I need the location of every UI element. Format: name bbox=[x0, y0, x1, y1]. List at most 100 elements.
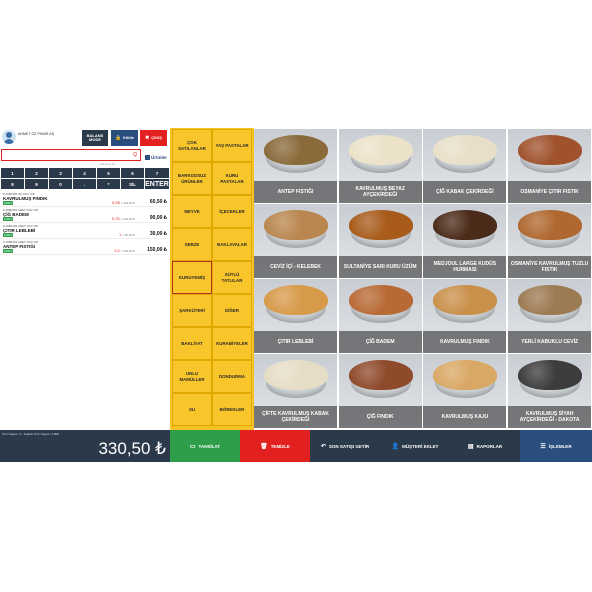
discount-badge: İndirim bbox=[3, 249, 14, 253]
exit-button[interactable]: ✖ ÇIKIŞ bbox=[140, 130, 167, 146]
total-amount: 330,50 ₺ bbox=[98, 439, 166, 458]
key-4[interactable]: 4 bbox=[73, 168, 96, 178]
key-2[interactable]: 2 bbox=[25, 168, 48, 178]
item-name: KAVRULMUŞ FINDIK bbox=[3, 196, 48, 201]
avatar bbox=[2, 130, 16, 144]
list-item[interactable]: # 2980404 ADET KDV %8 ÇITIR LEBLEBİ İndi… bbox=[1, 223, 169, 239]
key-dot[interactable]: . bbox=[73, 179, 96, 189]
category-yas-pastalar[interactable]: YAŞ PASTALAR bbox=[212, 129, 252, 162]
product-tile[interactable]: SULTANİYE SARI KURU ÜZÜM bbox=[338, 204, 422, 278]
product-label: ÇİĞ BADEM bbox=[338, 331, 422, 353]
item-name: ANTEP FISTIĞI bbox=[3, 244, 36, 249]
list-item[interactable]: # 2980405 KG KDV %8 KAVRULMUŞ FINDIK İnd… bbox=[1, 191, 169, 207]
product-fill bbox=[433, 360, 498, 390]
product-tile[interactable]: OSMANİYE ÇITIR FISTIK bbox=[508, 129, 592, 203]
balance-mode-button[interactable]: BALANS MODE bbox=[82, 130, 108, 146]
key-9[interactable]: 9 bbox=[25, 179, 48, 189]
total-info: Ürün Sayısı: 4 - Toplam Ürün Sayısı: 3,8… bbox=[2, 432, 59, 436]
category-bakliyat[interactable]: BAKLİYAT bbox=[172, 327, 212, 360]
product-label: OSMANİYE KAVRULMUŞ TUZLU FISTIK bbox=[508, 256, 592, 278]
key-0[interactable]: 0 bbox=[49, 179, 72, 189]
product-tile[interactable]: MEDJOUL LARGE KUDÜS HURMASI bbox=[423, 204, 507, 278]
category-kurabiyeler[interactable]: KURABİYELER bbox=[212, 327, 252, 360]
tahsilat-button[interactable]: ▭ TAHSİLAT bbox=[170, 430, 240, 462]
product-tile[interactable]: KAVRULMUŞ KAJU bbox=[423, 354, 507, 428]
product-label: MEDJOUL LARGE KUDÜS HURMASI bbox=[423, 256, 507, 278]
category-meyve[interactable]: MEYVE bbox=[172, 195, 212, 228]
category-kuru-pastalar[interactable]: KURU PASTALAR bbox=[212, 162, 252, 195]
product-fill bbox=[518, 285, 583, 315]
islemler-button[interactable]: ☰ İŞLEMLER bbox=[520, 430, 592, 462]
category-sutlu-tatlilar[interactable]: SÜTLÜ TATLILAR bbox=[212, 261, 252, 294]
product-fill bbox=[433, 285, 498, 315]
category-borekler[interactable]: BÖREKLER bbox=[212, 393, 252, 426]
product-tile[interactable]: KAVRULMUŞ FINDIK bbox=[423, 279, 507, 353]
category-icecekler[interactable]: İÇECEKLER bbox=[212, 195, 252, 228]
chart-icon: ▤ bbox=[467, 443, 474, 450]
product-label: YERLİ KABUKLU CEVİZ bbox=[508, 331, 592, 353]
product-tile[interactable]: CEVİZ İÇİ - KELEBEK bbox=[254, 204, 337, 278]
key-enter[interactable]: ENTER bbox=[145, 179, 169, 189]
musteri-eklet-button[interactable]: 👤 MÜŞTERİ EKLET bbox=[380, 430, 450, 462]
product-tile[interactable]: OSMANİYE KAVRULMUŞ TUZLU FISTIK bbox=[508, 204, 592, 278]
temizle-button[interactable]: 🗑 TEMİZLE bbox=[240, 430, 310, 462]
key-1[interactable]: 1 bbox=[1, 168, 24, 178]
category-sebze[interactable]: SEBZE bbox=[172, 228, 212, 261]
product-tile[interactable]: KAVRULMUŞ BEYAZ AYÇEKİRDEĞİ bbox=[338, 129, 422, 203]
product-tile[interactable]: ÇİFTE KAVRULMUŞ KABAK ÇEKİRDEĞİ bbox=[254, 354, 337, 428]
key-8[interactable]: 8 bbox=[1, 179, 24, 189]
category-dondurma[interactable]: DONDURMA bbox=[212, 360, 252, 393]
product-label: KAVRULMUŞ FINDIK bbox=[423, 331, 507, 353]
cart-list: # 2980405 KG KDV %8 KAVRULMUŞ FINDIK İnd… bbox=[1, 191, 169, 255]
product-tile[interactable]: ÇITIR LEBLEBİ bbox=[254, 279, 337, 353]
key-6[interactable]: 6 bbox=[121, 168, 144, 178]
product-label: ÇITIR LEBLEBİ bbox=[254, 331, 337, 353]
product-tile[interactable]: ANTEP FISTIĞI bbox=[254, 129, 337, 203]
search-input[interactable]: Q bbox=[1, 149, 141, 161]
category-su[interactable]: SU bbox=[172, 393, 212, 426]
category-unlu-mamuller[interactable]: UNLU MAMÜLLER bbox=[172, 360, 212, 393]
category-panel: ÇOK SATILANLAR YAŞ PASTALAR BARKODSUZ ÜR… bbox=[170, 128, 254, 430]
product-fill bbox=[518, 210, 583, 240]
products-button[interactable]: Ürünler bbox=[143, 149, 169, 165]
lock-button[interactable]: 🔒 Kilitle bbox=[111, 130, 138, 146]
category-kuruyemis[interactable]: KURUYEMİŞ bbox=[172, 261, 212, 294]
discount-badge: İndirim bbox=[3, 217, 14, 221]
discount-badge: İndirim bbox=[3, 233, 14, 237]
product-tile[interactable]: ÇİĞ BADEM bbox=[338, 279, 422, 353]
pos-app: AHMET ÖZ PINAR AŞ BALANS MODE 🔒 Kilitle ✖… bbox=[0, 128, 592, 462]
user-icon: 👤 bbox=[391, 443, 400, 450]
key-delete[interactable]: SİL bbox=[121, 179, 144, 189]
key-7[interactable]: 7 bbox=[145, 168, 169, 178]
key-5[interactable]: 5 bbox=[97, 168, 120, 178]
product-label: SULTANİYE SARI KURU ÜZÜM bbox=[338, 256, 422, 278]
product-tile[interactable]: ÇİĞ KABAK ÇEKİRDEĞİ bbox=[423, 129, 507, 203]
keyboard-hint[interactable]: Klavyeyi Aç bbox=[100, 162, 116, 166]
lock-icon: 🔒 bbox=[114, 134, 122, 141]
product-fill bbox=[518, 135, 583, 165]
item-meta: # 2980405 KG KDV %8 bbox=[3, 192, 35, 196]
category-cok-satilanlar[interactable]: ÇOK SATILANLAR bbox=[172, 129, 212, 162]
raporlar-button[interactable]: ▤ RAPORLAR bbox=[450, 430, 520, 462]
product-fill bbox=[264, 285, 328, 315]
key-3[interactable]: 3 bbox=[49, 168, 72, 178]
product-tile[interactable]: YERLİ KABUKLU CEVİZ bbox=[508, 279, 592, 353]
product-label: KAVRULMUŞ KAJU bbox=[423, 406, 507, 428]
list-item[interactable]: # 2980401 ADET KDV %8 ANTEP FISTIĞI İndi… bbox=[1, 239, 169, 255]
category-baklavalar[interactable]: BAKLAVALAR bbox=[212, 228, 252, 261]
product-fill bbox=[264, 135, 328, 165]
item-total: 90,00 ₺ bbox=[149, 215, 167, 221]
total-bar: Ürün Sayısı: 4 - Toplam Ürün Sayısı: 3,8… bbox=[0, 430, 170, 462]
product-tile[interactable]: ÇİĞ FINDIK bbox=[338, 354, 422, 428]
item-meta: # 2980401 ADET KDV %8 bbox=[3, 240, 38, 244]
category-barkodsuz-urunler[interactable]: BARKODSUZ ÜRÜNLER bbox=[172, 162, 212, 195]
product-tile[interactable]: KAVRULMUŞ SİYAH AYÇEKİRDEĞİ - DAKOTA bbox=[508, 354, 592, 428]
product-label: ÇİĞ FINDIK bbox=[338, 406, 422, 428]
category-sarkuteri[interactable]: ŞARKÜTERİ bbox=[172, 294, 212, 327]
key-multiply[interactable]: * bbox=[97, 179, 120, 189]
category-diger[interactable]: DİĞER bbox=[212, 294, 252, 327]
item-total: 150,00 ₺ bbox=[147, 247, 167, 253]
list-item[interactable]: # 2980403 ADET KDV %8 ÇİĞ BADEM İndirim … bbox=[1, 207, 169, 223]
item-qty: 1,5 x 100,00 ₺ bbox=[114, 248, 135, 253]
son-satisi-getir-button[interactable]: ↶ SON SATIŞI GETİR bbox=[310, 430, 380, 462]
